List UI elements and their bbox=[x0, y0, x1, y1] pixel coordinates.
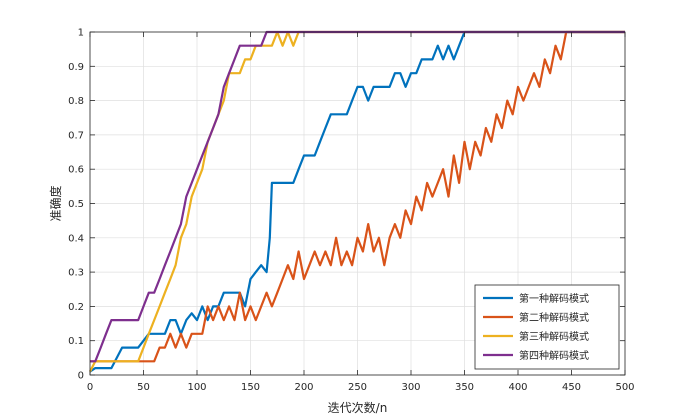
x-axis-label: 迭代次数/n bbox=[328, 400, 388, 415]
y-tick-label: 0.7 bbox=[68, 130, 84, 141]
y-tick-label: 0.1 bbox=[68, 336, 84, 347]
x-tick-label: 50 bbox=[137, 382, 150, 393]
y-tick-label: 0 bbox=[78, 371, 84, 382]
x-tick-label: 500 bbox=[615, 382, 634, 393]
x-tick-label: 300 bbox=[401, 382, 420, 393]
axis-ticks: 0 50 100 150 200 250 300 350 400 450 500 0 0.1 0.2 0.3… bbox=[68, 28, 634, 394]
y-tick-label: 0.9 bbox=[68, 62, 84, 73]
y-tick-label: 0.6 bbox=[68, 165, 84, 176]
x-tick-label: 350 bbox=[455, 382, 474, 393]
x-tick-label: 200 bbox=[294, 382, 313, 393]
y-tick-label: 1 bbox=[78, 28, 84, 39]
x-tick-label: 400 bbox=[508, 382, 527, 393]
y-tick-label: 0.8 bbox=[68, 96, 84, 107]
legend-label: 第四种解码模式 bbox=[519, 349, 589, 362]
x-tick-label: 150 bbox=[241, 382, 260, 393]
series-layer bbox=[89, 30, 625, 373]
y-tick-label: 0.2 bbox=[68, 302, 84, 313]
legend-label: 第二种解码模式 bbox=[519, 311, 589, 324]
x-tick-label: 100 bbox=[187, 382, 206, 393]
series-line-2 bbox=[90, 30, 625, 363]
y-tick-label: 0.5 bbox=[68, 199, 84, 210]
x-tick-label: 250 bbox=[348, 382, 367, 393]
y-axis-label: 准确度 bbox=[48, 185, 63, 221]
legend-label: 第三种解码模式 bbox=[519, 330, 589, 343]
x-tick-label: 450 bbox=[562, 382, 581, 393]
y-tick-label: 0.3 bbox=[68, 268, 84, 279]
series-line-4 bbox=[90, 30, 625, 363]
series-line-1 bbox=[89, 30, 625, 373]
x-tick-label: 0 bbox=[87, 382, 93, 393]
y-tick-label: 0.4 bbox=[68, 233, 84, 244]
legend-label: 第一种解码模式 bbox=[519, 292, 589, 305]
